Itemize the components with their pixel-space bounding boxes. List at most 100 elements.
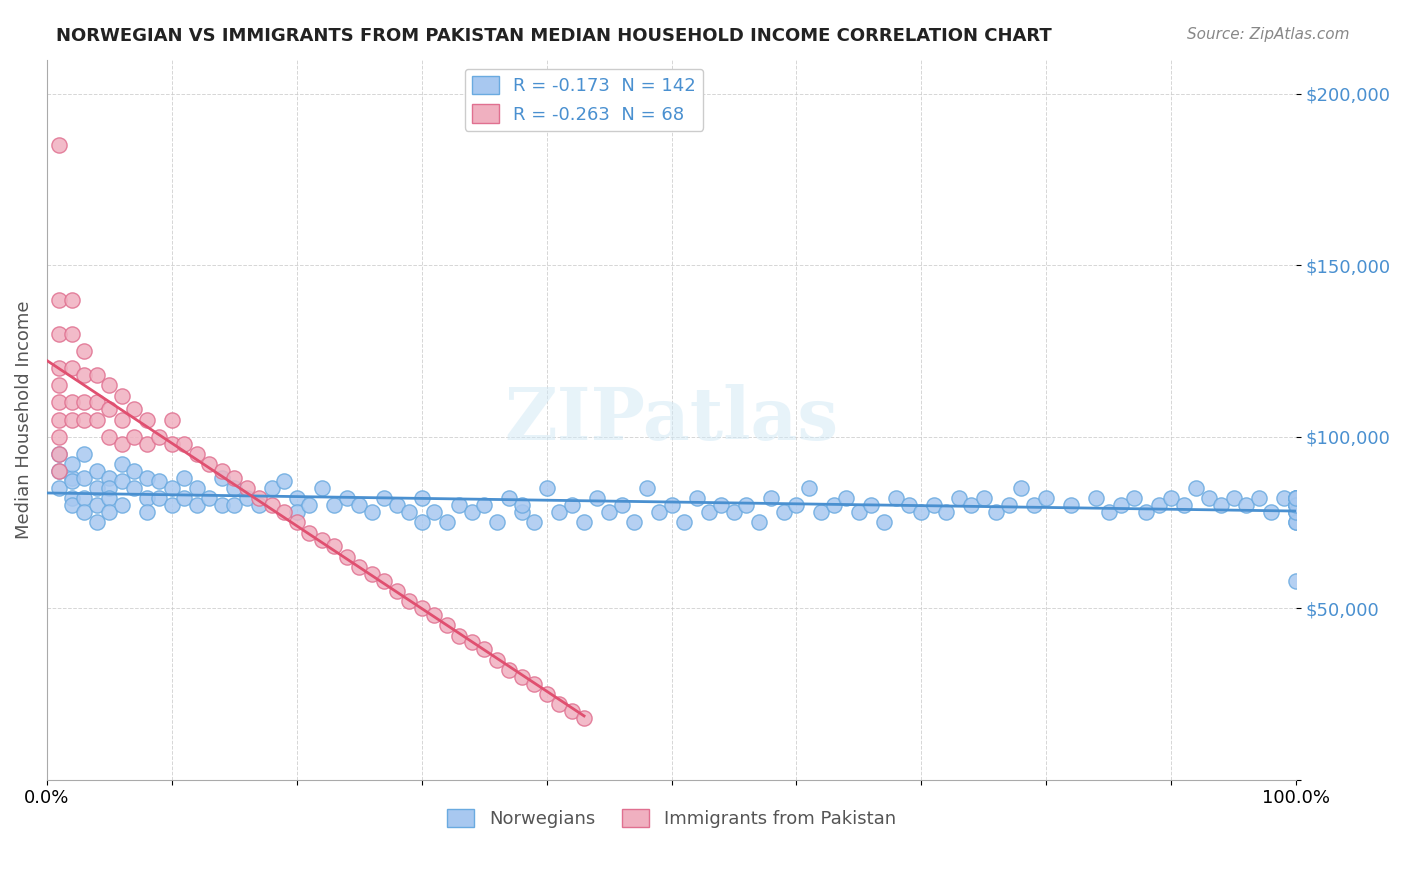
Point [523,676,546,690]
Point [273,475,295,489]
Point [285,516,308,530]
Point [1060,499,1083,513]
Point [347,560,370,574]
Point [886,491,908,506]
Point [73,368,96,382]
Point [385,499,408,513]
Point [423,608,446,623]
Point [648,505,671,519]
Point [897,499,920,513]
Point [598,505,620,519]
Point [623,516,645,530]
Point [160,481,183,495]
Point [48,430,70,444]
Point [247,499,270,513]
Point [710,499,733,513]
Point [73,344,96,359]
Point [1022,499,1045,513]
Point [1035,491,1057,506]
Point [186,499,208,513]
Point [60,475,83,489]
Point [98,378,121,392]
Point [373,491,395,506]
Point [1285,491,1308,506]
Point [685,491,707,506]
Point [86,368,108,382]
Point [536,481,558,495]
Point [311,481,333,495]
Point [848,505,870,519]
Point [111,389,134,403]
Point [148,475,170,489]
Point [748,516,770,530]
Point [423,505,446,519]
Point [823,499,845,513]
Point [148,491,170,506]
Text: Source: ZipAtlas.com: Source: ZipAtlas.com [1187,27,1350,42]
Point [1285,516,1308,530]
Point [536,687,558,701]
Point [173,436,195,450]
Point [135,505,157,519]
Point [73,447,96,461]
Point [160,499,183,513]
Y-axis label: Median Household Income: Median Household Income [15,301,32,539]
Point [48,464,70,478]
Point [160,436,183,450]
Point [160,412,183,426]
Point [60,471,83,485]
Point [148,430,170,444]
Point [1285,505,1308,519]
Point [111,436,134,450]
Point [224,471,246,485]
Point [60,457,83,471]
Point [1109,499,1132,513]
Point [672,516,695,530]
Point [436,618,458,632]
Point [1272,491,1295,506]
Point [1222,491,1244,506]
Point [73,412,96,426]
Point [360,566,382,581]
Point [735,499,758,513]
Point [1285,499,1308,513]
Point [48,395,70,409]
Point [86,412,108,426]
Point [385,584,408,599]
Point [1285,499,1308,513]
Point [86,395,108,409]
Point [1285,491,1308,506]
Point [60,499,83,513]
Point [785,499,807,513]
Point [498,491,520,506]
Point [460,635,482,649]
Point [948,491,970,506]
Point [198,491,221,506]
Point [73,505,96,519]
Point [572,516,595,530]
Point [285,491,308,506]
Point [98,491,121,506]
Point [472,642,495,657]
Point [236,481,259,495]
Point [449,629,471,643]
Point [60,491,83,506]
Point [773,505,796,519]
Point [810,505,832,519]
Point [273,505,295,519]
Point [48,464,70,478]
Point [111,475,134,489]
Point [1147,499,1170,513]
Point [86,481,108,495]
Point [1247,491,1270,506]
Point [298,525,321,540]
Point [411,516,433,530]
Point [960,499,983,513]
Point [135,412,157,426]
Point [98,471,121,485]
Point [336,491,359,506]
Point [48,138,70,153]
Point [548,697,571,711]
Point [60,412,83,426]
Point [186,447,208,461]
